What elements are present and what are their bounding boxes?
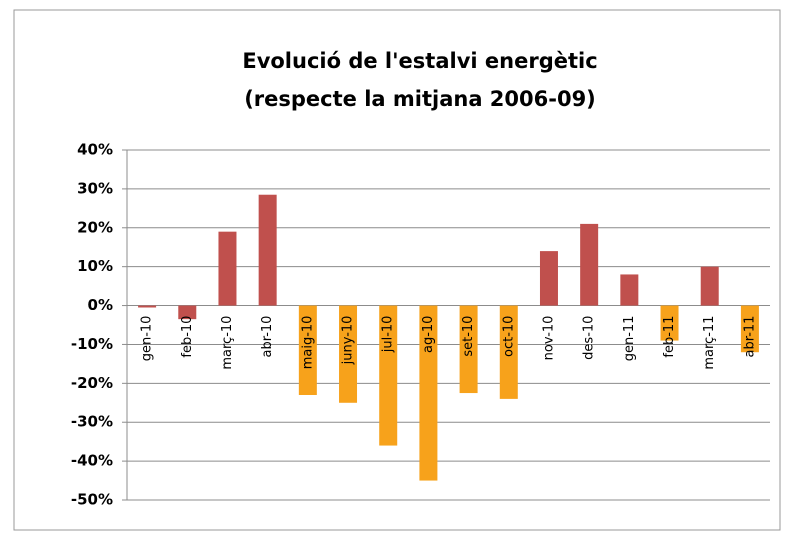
- bar: [379, 305, 398, 446]
- bar: [419, 305, 438, 481]
- bar: [740, 305, 759, 353]
- bar: [298, 305, 317, 395]
- y-tick-label: 40%: [77, 141, 113, 159]
- x-tick-label: abr-11: [742, 316, 757, 358]
- bar: [580, 223, 599, 306]
- x-tick-label: nov-10: [541, 316, 556, 361]
- y-tick-label: -30%: [71, 413, 113, 431]
- y-tick-label: -20%: [71, 374, 113, 392]
- bar: [539, 251, 558, 306]
- x-tick-label: des-10: [582, 316, 597, 360]
- x-tick-label: feb-10: [180, 316, 195, 358]
- bar: [178, 305, 197, 320]
- x-tick-label: ag-10: [421, 316, 436, 353]
- x-tick-label: maig-10: [300, 316, 315, 370]
- x-tick-label: gen-10: [140, 316, 155, 362]
- y-tick-label: 0%: [88, 296, 113, 314]
- bar: [138, 305, 157, 308]
- chart-title: Evolució de l'estalvi energètic: [242, 49, 597, 73]
- bar: [459, 305, 478, 394]
- x-tick-label: juny-10: [341, 316, 356, 366]
- x-tick-label: gen-11: [622, 316, 637, 362]
- chart-subtitle: (respecte la mitjana 2006-09): [244, 87, 596, 111]
- y-tick-label: -50%: [71, 491, 113, 509]
- bar: [620, 274, 639, 306]
- x-tick-label: abr-10: [260, 316, 275, 358]
- x-tick-label: març-11: [702, 316, 717, 370]
- x-tick-label: oct-10: [501, 316, 516, 357]
- x-tick-label: jul-10: [381, 316, 396, 354]
- y-tick-label: 20%: [77, 218, 113, 236]
- y-tick-label: -40%: [71, 452, 113, 470]
- y-tick-label: 10%: [77, 257, 113, 275]
- bar: [258, 194, 277, 306]
- x-tick-label: març-10: [220, 316, 235, 370]
- bar: [339, 305, 358, 403]
- bar: [660, 305, 679, 341]
- bar: [700, 266, 719, 306]
- x-tick-label: set-10: [461, 316, 476, 357]
- bar: [499, 305, 518, 399]
- x-tick-label: feb-11: [662, 316, 677, 358]
- y-tick-label: -10%: [71, 335, 113, 353]
- y-tick-label: 30%: [77, 179, 113, 197]
- bar: [218, 231, 237, 306]
